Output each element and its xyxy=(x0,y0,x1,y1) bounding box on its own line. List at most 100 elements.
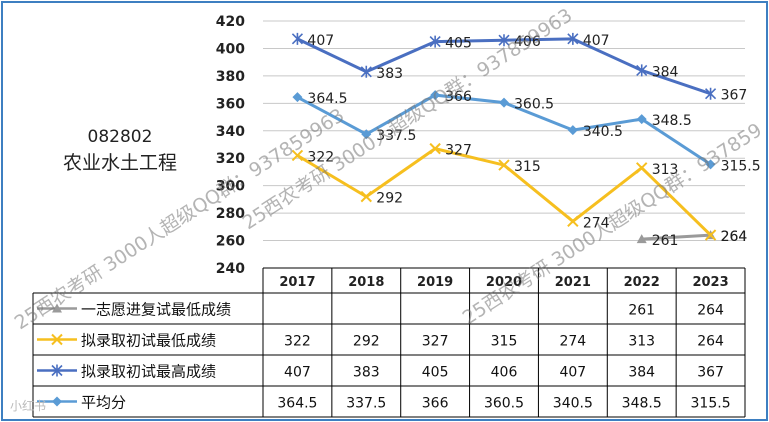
legend-key-marker xyxy=(51,364,63,377)
legend-label: 一志愿进复试最低成绩 xyxy=(81,301,231,319)
data-label: 383 xyxy=(376,66,403,82)
data-point xyxy=(636,114,647,125)
data-point xyxy=(291,32,303,45)
y-tick-label: 320 xyxy=(216,151,245,167)
legend-key-marker xyxy=(52,396,62,407)
data-label: 264 xyxy=(721,229,748,245)
y-tick-label: 280 xyxy=(216,206,245,222)
table-cell-value: 315 xyxy=(491,334,518,350)
y-axis-ticks: 240 260 280 300 320 340 360 380 400 420 xyxy=(216,14,245,277)
legend-key-marker xyxy=(51,333,63,346)
data-point xyxy=(567,215,579,228)
data-label: 274 xyxy=(583,215,610,231)
x-tick-label: 2023 xyxy=(692,275,728,290)
table-cell-value: 264 xyxy=(697,334,724,350)
table-cell-value: 366 xyxy=(422,396,449,412)
y-tick-label: 360 xyxy=(216,96,245,112)
data-label: 360.5 xyxy=(514,97,554,113)
data-label: 315 xyxy=(514,159,541,175)
data-point xyxy=(705,159,716,170)
data-point xyxy=(429,35,441,48)
data-point xyxy=(499,97,509,108)
table-cell-value: 405 xyxy=(422,365,449,381)
table-cell-value: 360.5 xyxy=(484,396,524,412)
table-cell-value: 407 xyxy=(559,365,586,381)
data-point xyxy=(567,125,578,136)
data-label: 337.5 xyxy=(376,128,416,144)
x-tick-label: 2020 xyxy=(486,275,522,290)
data-point xyxy=(361,129,372,140)
x-tick-label: 2017 xyxy=(279,275,315,290)
table-cell-value: 315.5 xyxy=(691,396,731,412)
table-cell-value: 313 xyxy=(628,334,655,350)
table-cell-value: 383 xyxy=(353,365,380,381)
table-cell-value: 337.5 xyxy=(346,396,386,412)
data-point xyxy=(567,32,579,45)
data-label: 327 xyxy=(445,143,472,159)
table-cell-value: 407 xyxy=(284,365,311,381)
y-tick-label: 260 xyxy=(216,234,245,250)
legend-key-marker xyxy=(52,303,62,313)
footer-logo-text: 小红书 xyxy=(10,398,46,413)
data-label: 292 xyxy=(376,191,403,207)
data-table: 2017 2018 2019 2020 2021 2022 2023 一志愿进复试最低成绩 26… xyxy=(32,267,746,418)
data-point xyxy=(498,34,510,47)
data-label: 322 xyxy=(307,149,334,165)
data-point xyxy=(429,142,441,155)
data-label: 348.5 xyxy=(652,113,692,129)
data-label: 407 xyxy=(583,33,610,49)
major-title: 082802 农业水土工程 xyxy=(40,125,200,177)
y-tick-label: 420 xyxy=(216,14,245,30)
x-tick-label: 2018 xyxy=(348,275,384,290)
data-label: 313 xyxy=(652,162,679,178)
data-label: 367 xyxy=(721,88,748,104)
table-cell-value: 364.5 xyxy=(277,396,317,412)
data-point xyxy=(704,229,717,241)
table-cell-value: 274 xyxy=(559,334,586,350)
table-cell-value: 367 xyxy=(697,365,724,381)
table-cell-value: 327 xyxy=(422,334,449,350)
data-label: 364.5 xyxy=(307,91,347,107)
series-line xyxy=(641,233,711,241)
data-label: 366 xyxy=(445,89,472,105)
table-cell-value: 384 xyxy=(628,365,655,381)
y-tick-label: 240 xyxy=(216,261,245,277)
y-tick-label: 300 xyxy=(216,179,245,195)
table-cell-value: 261 xyxy=(628,303,655,319)
data-label: 407 xyxy=(307,33,334,49)
data-point xyxy=(430,90,441,101)
table-cell-value: 322 xyxy=(284,334,311,350)
data-point xyxy=(292,92,303,103)
legend-label: 拟录取初试最低成绩 xyxy=(81,332,216,350)
major-name: 农业水土工程 xyxy=(62,152,177,174)
legend-label: 拟录取初试最高成绩 xyxy=(81,363,216,381)
data-label: 315.5 xyxy=(721,158,761,174)
data-point xyxy=(291,149,304,162)
table-cell-value: 348.5 xyxy=(622,396,662,412)
data-point xyxy=(636,64,648,77)
watermark-text: 25西农考研 3000人超级QQ群：937859 xyxy=(459,119,766,329)
y-tick-label: 340 xyxy=(216,124,245,140)
data-point xyxy=(498,159,510,171)
data-point xyxy=(705,87,717,100)
table-cell-value: 292 xyxy=(353,334,380,350)
x-tick-label: 2019 xyxy=(417,275,453,290)
data-point xyxy=(636,234,647,244)
data-label: 340.5 xyxy=(583,124,623,140)
table-cell-value: 264 xyxy=(697,303,724,319)
y-tick-label: 400 xyxy=(216,41,245,57)
major-code: 082802 xyxy=(87,127,153,147)
legend-label: 平均分 xyxy=(81,394,126,412)
data-point xyxy=(636,162,648,174)
data-point xyxy=(360,190,372,203)
data-label: 406 xyxy=(514,34,541,50)
x-tick-label: 2022 xyxy=(624,275,660,290)
watermark-text: 25西农考研 3000人超级QQ群：937859963 xyxy=(239,4,577,234)
y-tick-label: 380 xyxy=(216,69,245,85)
table-cell-value: 406 xyxy=(491,365,518,381)
table-cell-value: 340.5 xyxy=(553,396,593,412)
data-point xyxy=(360,65,372,78)
